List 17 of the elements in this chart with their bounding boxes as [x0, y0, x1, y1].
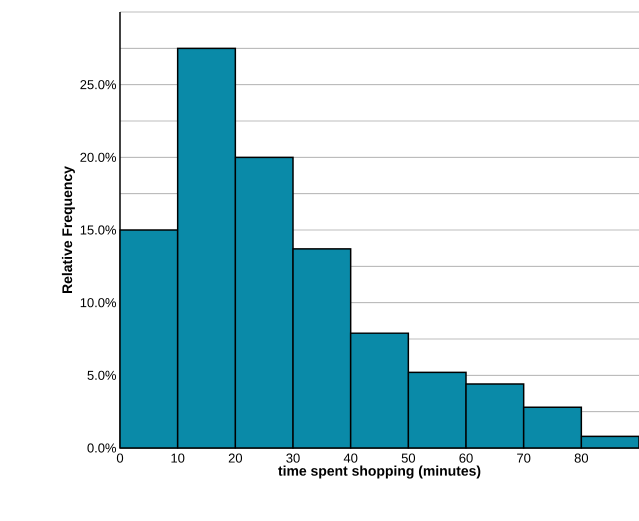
x-tick-label: 30	[286, 454, 300, 463]
x-tick-label: 10	[171, 454, 184, 463]
y-tick-label: 10.0%	[80, 298, 116, 308]
y-tick-label: 0.0%	[87, 443, 116, 453]
y-tick-label: 15.0%	[80, 225, 116, 235]
x-tick-label: 20	[228, 454, 242, 463]
x-tick-label: 80	[574, 454, 588, 463]
x-tick-label: 0	[116, 454, 124, 463]
x-tick-label: 60	[459, 454, 473, 463]
y-tick-label: 20.0%	[80, 152, 116, 162]
y-axis-title: Relative Frequency	[62, 166, 75, 294]
x-tick-label: 40	[344, 454, 358, 463]
y-tick-label: 5.0%	[87, 370, 116, 380]
x-tick-label: 70	[517, 454, 530, 463]
y-tick-label: 25.0%	[80, 80, 116, 90]
x-axis-title: time spent shopping (minutes)	[278, 466, 480, 479]
x-tick-label: 50	[402, 454, 416, 463]
